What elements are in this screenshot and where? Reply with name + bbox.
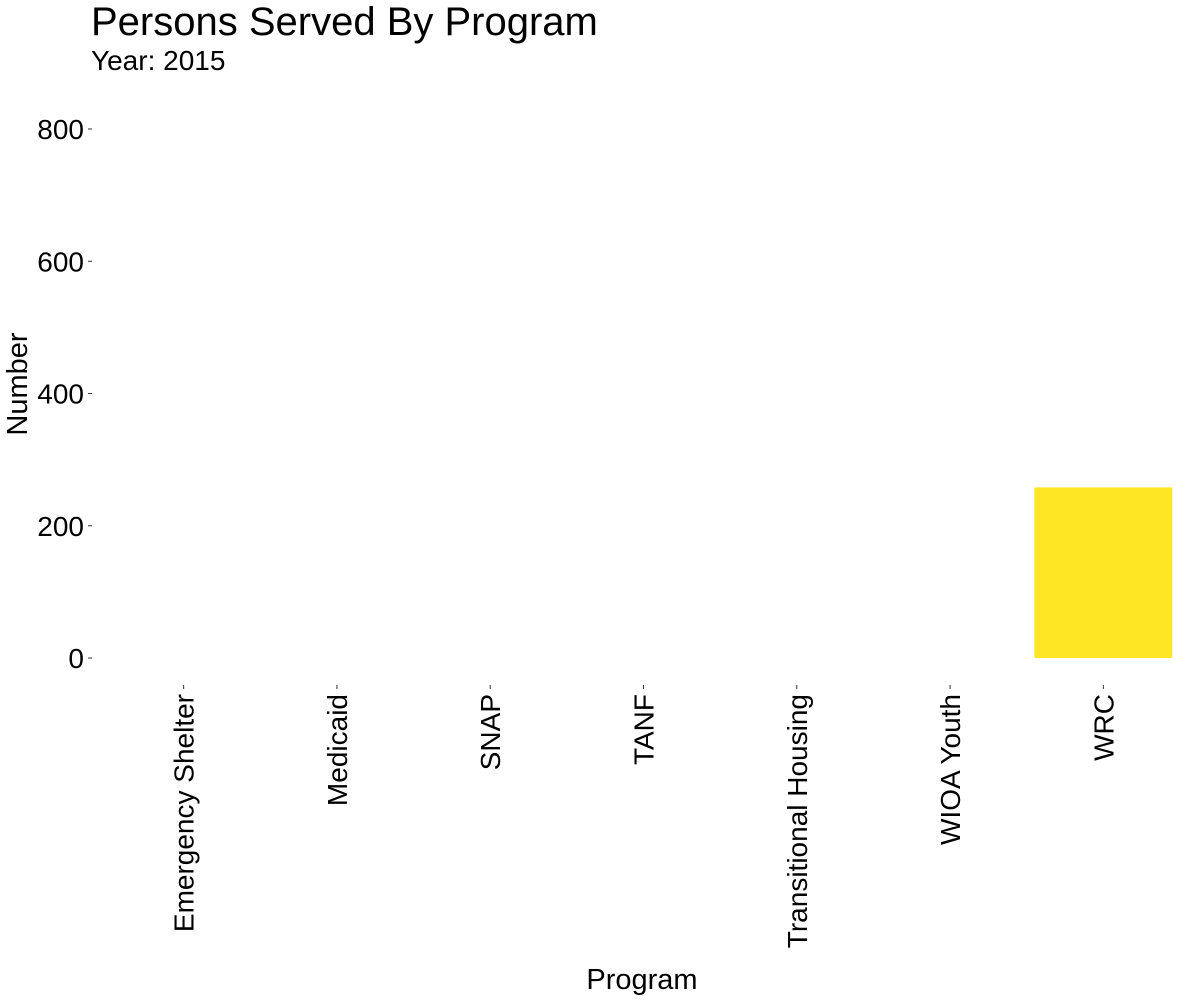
x-tick-label: WRC [1088, 694, 1119, 761]
y-tick-label: 600 [37, 246, 84, 277]
x-axis: Emergency Shelter Medicaid SNAP TANF Transit… [169, 685, 1119, 948]
x-tick-label: WIOA Youth [935, 694, 966, 845]
chart-title: Persons Served By Program [91, 0, 598, 44]
y-axis-title: Number [2, 332, 34, 435]
x-tick-label: Medicaid [322, 694, 353, 806]
bar [1034, 487, 1173, 658]
x-axis-title: Program [586, 964, 697, 996]
x-tick-label: Transitional Housing [782, 694, 813, 948]
y-tick-label: 200 [37, 511, 84, 542]
y-axis: 0 200 400 600 800 [37, 114, 92, 674]
y-tick-label: 800 [37, 114, 84, 145]
bars [1034, 487, 1173, 658]
chart-subtitle: Year: 2015 [91, 45, 225, 76]
y-tick-label: 0 [68, 643, 84, 674]
x-tick-label: Emergency Shelter [169, 694, 200, 932]
y-tick-label: 400 [37, 379, 84, 410]
x-tick-label: TANF [629, 694, 660, 765]
x-tick-label: SNAP [475, 694, 506, 770]
